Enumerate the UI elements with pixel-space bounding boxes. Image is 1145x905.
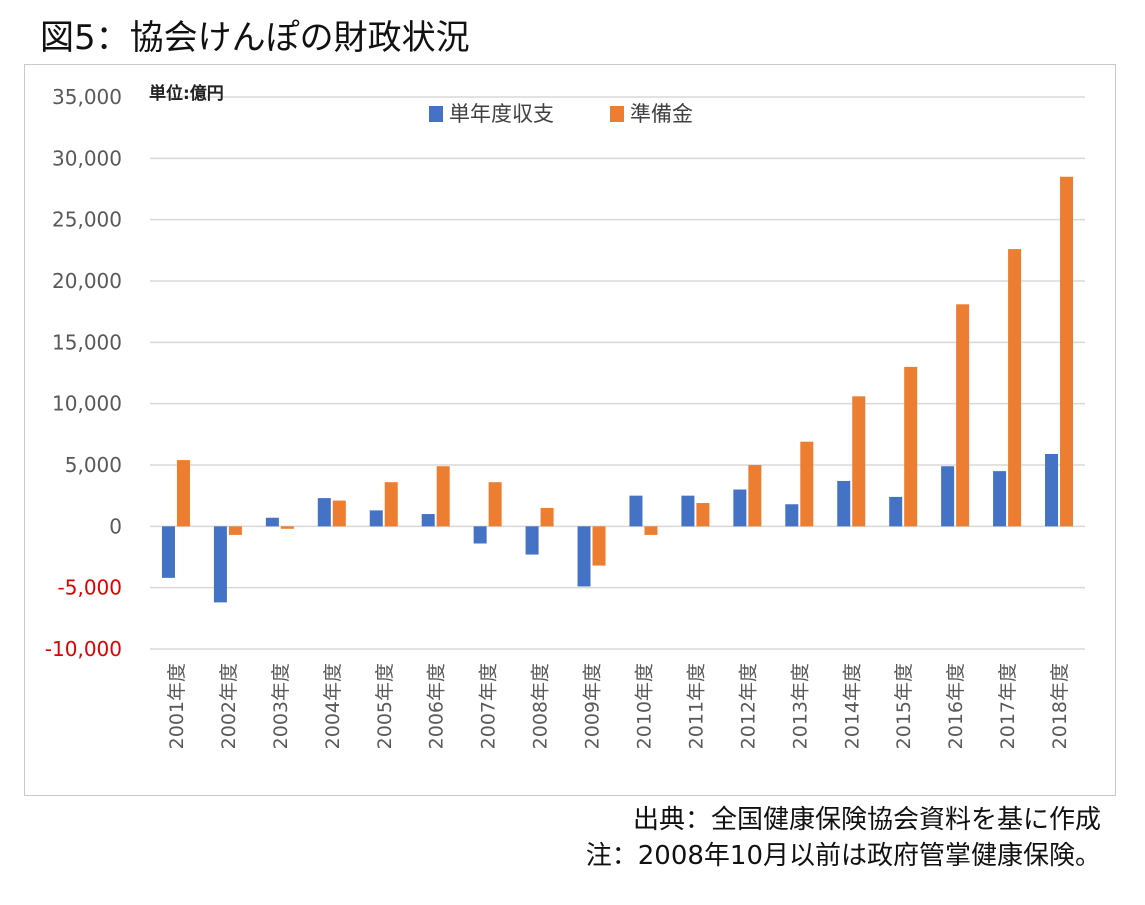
bar-reserve — [1060, 176, 1074, 527]
y-tick-label: 5,000 — [65, 453, 122, 477]
bar-balance — [837, 480, 851, 527]
bar-balance — [941, 466, 955, 527]
bar-reserve — [1008, 249, 1022, 527]
y-tick-label: 15,000 — [52, 330, 122, 354]
bar-balance — [577, 526, 591, 587]
bar-reserve — [956, 304, 970, 527]
legend-label: 単年度収支 — [449, 102, 554, 126]
bar-reserve — [280, 526, 294, 529]
source-note: 出典：全国健康保険協会資料を基に作成 — [632, 805, 1101, 835]
x-tick-label: 2014年度 — [841, 663, 863, 749]
x-tick-label: 2001年度 — [166, 663, 188, 749]
bar-balance — [369, 510, 383, 527]
bar-balance — [681, 495, 695, 527]
bar-balance — [421, 514, 435, 527]
x-tick-label: 2003年度 — [270, 663, 292, 749]
bar-balance — [265, 517, 279, 527]
bar-balance — [993, 471, 1007, 527]
bar-reserve — [696, 503, 710, 527]
x-tick-label: 2006年度 — [426, 663, 448, 749]
x-tick-label: 2010年度 — [633, 663, 655, 749]
bar-balance — [317, 498, 331, 527]
bar-reserve — [904, 366, 918, 527]
y-tick-label: 10,000 — [52, 392, 122, 416]
bar-reserve — [644, 526, 658, 535]
bar-reserve — [488, 482, 502, 527]
x-tick-label: 2015年度 — [893, 663, 915, 749]
bar-balance — [525, 526, 539, 555]
chart-frame: -10,000 -5,000 0 5,000 10,000 15,000 20,000 25,… — [24, 64, 1116, 796]
bar-chart: -10,000 -5,000 0 5,000 10,000 15,000 20,000 25,… — [45, 83, 1085, 749]
y-tick-label: -10,000 — [45, 637, 122, 661]
legend-swatch — [429, 106, 443, 122]
y-tick-label: -5,000 — [58, 576, 122, 600]
bar-balance — [161, 526, 175, 578]
bar-reserve — [228, 526, 242, 535]
x-tick-label: 2011年度 — [685, 663, 707, 749]
bar-reserve — [748, 465, 762, 527]
bar-reserve — [332, 500, 346, 527]
x-tick-label: 2017年度 — [997, 663, 1019, 749]
bar-reserve — [436, 466, 450, 527]
bar-balance — [213, 526, 227, 603]
bar-balance — [629, 495, 643, 527]
x-tick-label: 2007年度 — [478, 663, 500, 749]
x-tick-label: 2016年度 — [945, 663, 967, 749]
footnote: 注：2008年10月以前は政府管掌健康保険。 — [585, 841, 1101, 871]
bar-balance — [473, 526, 487, 544]
bar-reserve — [384, 482, 398, 527]
legend-swatch — [610, 106, 624, 122]
bar-balance — [785, 504, 799, 527]
x-tick-label: 2005年度 — [374, 663, 396, 749]
bar-balance — [1045, 453, 1059, 527]
x-tick-label: 2012年度 — [737, 663, 759, 749]
bar-reserve — [852, 396, 866, 527]
bar-reserve — [540, 507, 554, 527]
y-tick-label: 20,000 — [52, 269, 122, 293]
y-tick-label: 25,000 — [52, 208, 122, 232]
bar-balance — [889, 496, 903, 527]
unit-label: 単位:億円 — [149, 83, 224, 104]
bar-reserve — [176, 460, 190, 527]
bar-reserve — [592, 526, 606, 566]
x-tick-label: 2008年度 — [530, 663, 552, 749]
x-tick-label: 2009年度 — [582, 663, 604, 749]
x-tick-label: 2013年度 — [789, 663, 811, 749]
y-tick-label: 0 — [109, 514, 122, 538]
y-tick-label: 35,000 — [52, 85, 122, 109]
bar-balance — [733, 489, 747, 527]
bar-reserve — [800, 441, 814, 527]
x-tick-label: 2002年度 — [218, 663, 240, 749]
figure-title: 図5：協会けんぽの財政状況 — [40, 18, 470, 58]
x-tick-label: 2018年度 — [1049, 663, 1071, 749]
legend-label: 準備金 — [630, 102, 693, 126]
x-tick-label: 2004年度 — [322, 663, 344, 749]
y-tick-label: 30,000 — [52, 146, 122, 170]
